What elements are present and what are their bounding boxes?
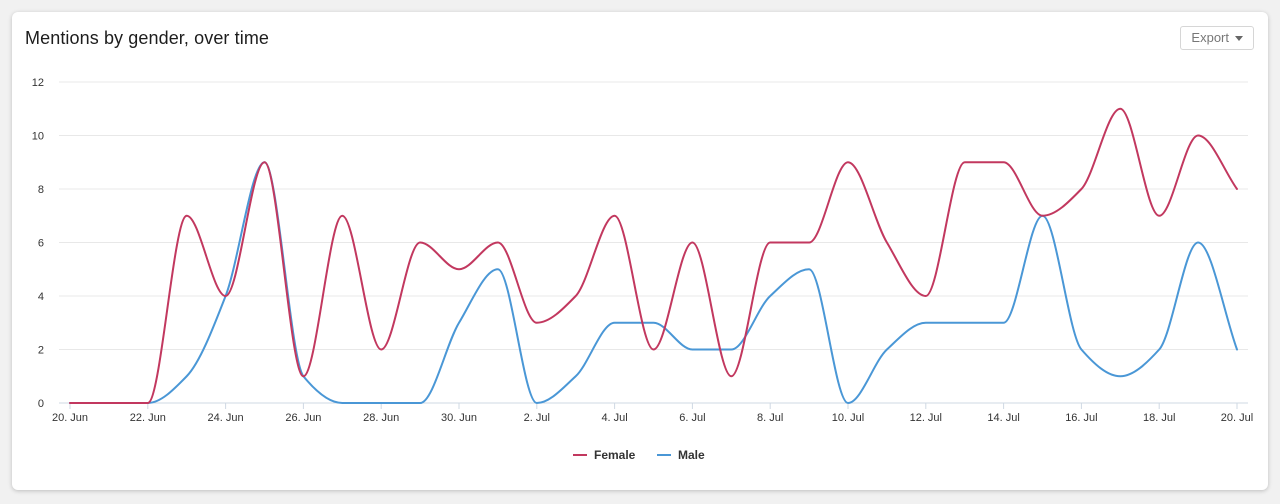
x-tick-label: 2. Jul [524, 412, 550, 424]
y-tick-label: 0 [38, 398, 44, 410]
y-tick-label: 10 [32, 131, 44, 143]
x-tick-label: 12. Jul [910, 412, 942, 424]
x-tick-label: 18. Jul [1143, 412, 1175, 424]
export-button-label: Export [1191, 30, 1229, 45]
x-tick-label: 10. Jul [832, 412, 864, 424]
x-tick-label: 14. Jul [987, 412, 1019, 424]
x-tick-label: 4. Jul [601, 412, 627, 424]
y-tick-label: 6 [38, 238, 44, 250]
legend-label: Female [594, 448, 636, 462]
x-tick-label: 24. Jun [208, 412, 244, 424]
caret-down-icon [1235, 36, 1243, 41]
x-tick-label: 20. Jun [52, 412, 88, 424]
legend-item-female[interactable]: Female [573, 448, 636, 462]
y-tick-label: 12 [32, 77, 44, 89]
x-tick-label: 26. Jun [285, 412, 321, 424]
y-tick-label: 4 [38, 291, 44, 303]
x-tick-label: 6. Jul [679, 412, 705, 424]
x-tick-label: 22. Jun [130, 412, 166, 424]
chart-title: Mentions by gender, over time [25, 28, 270, 48]
x-tick-label: 30. Jun [441, 412, 477, 424]
x-tick-label: 16. Jul [1065, 412, 1097, 424]
x-tick-label: 28. Jun [363, 412, 399, 424]
x-tick-label: 8. Jul [757, 412, 783, 424]
series-line-female [69, 107, 1238, 404]
legend-item-male[interactable]: Male [657, 448, 705, 462]
y-tick-label: 2 [38, 345, 44, 357]
series-line-male [69, 161, 1238, 404]
y-tick-label: 8 [38, 184, 44, 196]
export-button[interactable]: Export [1180, 26, 1254, 50]
x-tick-label: 20. Jul [1221, 412, 1253, 424]
chart-card: Mentions by gender, over time Export [12, 12, 1268, 490]
legend-label: Male [678, 448, 705, 462]
